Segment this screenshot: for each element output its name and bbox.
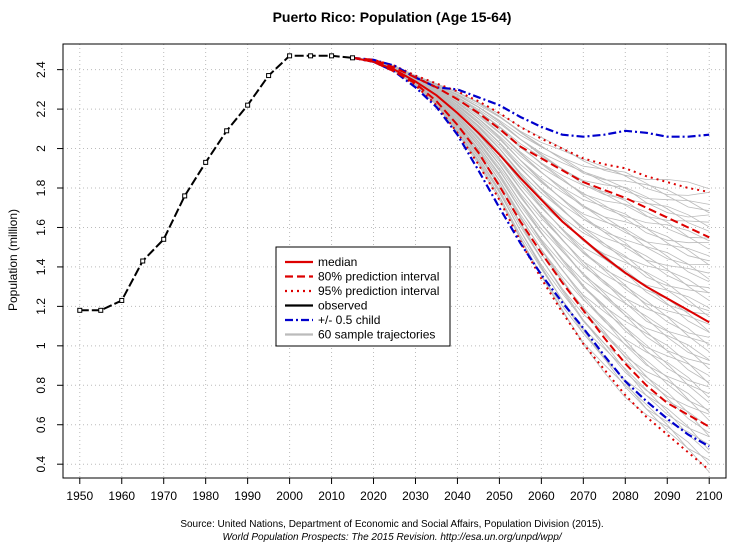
observed-point (98, 307, 104, 313)
y-tick-label: 2.4 (34, 61, 48, 78)
x-tick-label: 2040 (444, 489, 471, 503)
x-tick-label: 2020 (360, 489, 387, 503)
x-tick-label: 1980 (192, 489, 219, 503)
sample-trajectory (352, 57, 710, 190)
observed-point (203, 159, 209, 165)
sample-trajectory (352, 57, 710, 421)
y-tick-label: 1.8 (34, 179, 48, 196)
y-tick-label: 2 (34, 145, 48, 152)
observed-point (266, 73, 272, 79)
sample-trajectory (352, 57, 710, 280)
x-tick-label: 1990 (234, 489, 261, 503)
x-tick-label: 2000 (276, 489, 303, 503)
source-line-2: World Population Prospects: The 2015 Rev… (222, 532, 562, 543)
observed-point (308, 53, 314, 59)
x-tick-label: 2070 (570, 489, 597, 503)
observed-point (77, 307, 83, 313)
legend-label: median (318, 255, 357, 269)
observed-point (329, 53, 335, 59)
observed-point (287, 53, 293, 59)
y-tick-label: 1 (34, 342, 48, 349)
pi80-lower-line (352, 56, 710, 428)
x-tick-label: 1960 (108, 489, 135, 503)
y-tick-label: 0.6 (34, 416, 48, 433)
x-axis: 1950 1960 1970 1980 1990 2000 2010 2020 2030 2040… (66, 478, 723, 503)
y-tick-label: 0.4 (34, 456, 48, 473)
legend-label: observed (318, 299, 367, 313)
y-axis-label: Population (million) (6, 209, 20, 311)
y-tick-label: 1.4 (34, 258, 48, 275)
y-tick-label: 0.8 (34, 377, 48, 394)
sample-trajectory (352, 57, 710, 262)
x-tick-label: 2100 (696, 489, 723, 503)
observed-point (245, 102, 251, 108)
legend-label: +/- 0.5 child (318, 313, 380, 327)
x-tick-label: 2030 (402, 489, 429, 503)
observed-point (161, 236, 167, 242)
legend-label: 60 sample trajectories (318, 328, 435, 342)
legend-label: 80% prediction interval (318, 270, 439, 284)
median-line (352, 56, 710, 324)
y-tick-label: 1.2 (34, 298, 48, 315)
observed-point (119, 297, 125, 303)
sample-trajectory (352, 57, 710, 232)
observed-point (224, 128, 230, 134)
y-axis: 0.4 0.6 0.8 1 1.2 1.4 1.6 1.8 2 2.2 2.4 (34, 61, 63, 473)
chart-title: Puerto Rico: Population (Age 15-64) (273, 9, 512, 25)
legend-label: 95% prediction interval (318, 284, 439, 298)
observed-line (79, 54, 353, 312)
observed-point (140, 258, 146, 264)
pi95-lower-line (352, 56, 710, 471)
child-minus-line (352, 56, 710, 448)
x-tick-label: 2010 (318, 489, 345, 503)
observed-point (350, 55, 356, 61)
plot-frame (62, 43, 727, 479)
x-tick-label: 2090 (654, 489, 681, 503)
source-line-1: Source: United Nations, Department of Ec… (180, 519, 603, 530)
sample-trajectory (352, 57, 710, 434)
observed-point (182, 193, 188, 199)
y-tick-label: 2.2 (34, 100, 48, 117)
legend-box (275, 246, 451, 347)
sample-trajectory (352, 57, 710, 428)
series (77, 53, 710, 471)
sample-trajectory (352, 57, 710, 242)
x-tick-label: 1970 (150, 489, 177, 503)
x-tick-label: 2080 (612, 489, 639, 503)
x-tick-label: 2050 (486, 489, 513, 503)
x-tick-label: 1950 (66, 489, 93, 503)
y-tick-label: 1.6 (34, 219, 48, 236)
x-tick-label: 2060 (528, 489, 555, 503)
pi80-upper-line (352, 56, 710, 239)
